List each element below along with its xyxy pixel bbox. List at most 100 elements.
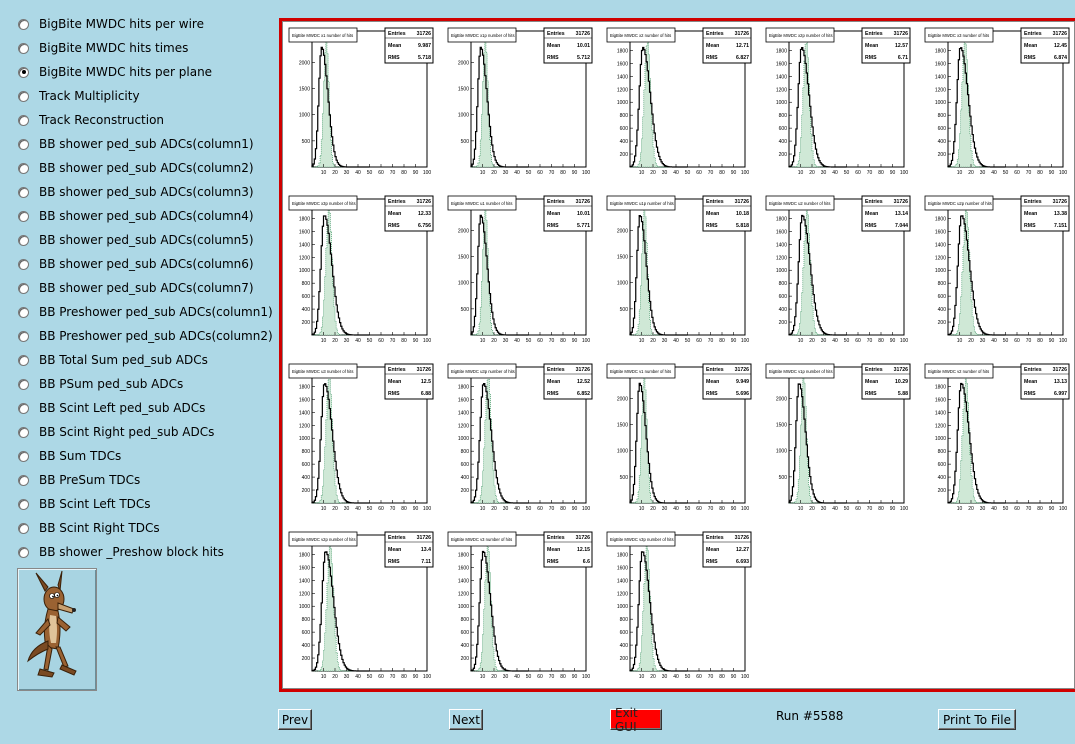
x-tick-label: 80 [1037, 170, 1043, 176]
y-tick-label: 600 [302, 462, 311, 468]
radio-option[interactable]: BB shower ped_sub ADCs(column5) [18, 229, 254, 251]
x-tick-label: 40 [991, 170, 997, 176]
stats-entries-label: Entries [547, 31, 565, 37]
x-tick-label: 20 [491, 506, 497, 512]
stats-entries-label: Entries [388, 535, 406, 541]
radio-option[interactable]: BB Sum TDCs [18, 445, 121, 467]
radio-option[interactable]: BB Scint Right ped_sub ADCs [18, 421, 214, 443]
x-tick-label: 90 [572, 506, 578, 512]
radio-unselected-icon[interactable] [18, 186, 29, 198]
stats-rms-label: RMS [706, 391, 718, 397]
radio-unselected-icon[interactable] [18, 18, 29, 30]
radio-option[interactable]: BB Scint Left ped_sub ADCs [18, 397, 205, 419]
radio-option[interactable]: BB shower _Preshow block hits [18, 541, 224, 563]
exit-gui-button[interactable]: Exit GUI [610, 706, 662, 734]
x-tick-label: 20 [809, 506, 815, 512]
x-tick-label: 70 [390, 506, 396, 512]
next-button[interactable]: Next [449, 709, 483, 730]
radio-unselected-icon[interactable] [18, 258, 29, 270]
x-tick-label: 80 [878, 506, 884, 512]
stats-mean-value: 12.15 [577, 547, 590, 553]
radio-option[interactable]: BB shower ped_sub ADCs(column1) [18, 133, 254, 155]
stats-mean-value: 12.45 [1054, 43, 1067, 49]
radio-unselected-icon[interactable] [18, 306, 29, 318]
radio-unselected-icon[interactable] [18, 234, 29, 246]
radio-option-label: BB shower ped_sub ADCs(column2) [39, 161, 254, 175]
radio-unselected-icon[interactable] [18, 138, 29, 150]
radio-option[interactable]: BB Scint Right TDCs [18, 517, 160, 539]
y-tick-label: 1400 [935, 242, 946, 248]
radio-unselected-icon[interactable] [18, 474, 29, 486]
stats-rms-value: 6.874 [1054, 55, 1067, 61]
radio-option[interactable]: Track Multiplicity [18, 85, 140, 107]
x-tick-label: 20 [332, 170, 338, 176]
y-tick-label: 1800 [935, 216, 946, 222]
radio-option[interactable]: BigBite MWDC hits per plane [18, 61, 212, 83]
x-tick-label: 40 [673, 338, 679, 344]
y-tick-label: 600 [302, 630, 311, 636]
stats-entries-value: 31726 [1053, 367, 1068, 373]
stats-rms-value: 6.852 [577, 391, 590, 397]
x-tick-label: 100 [423, 506, 432, 512]
y-tick-label: 2000 [776, 396, 787, 402]
radio-option[interactable]: BigBite MWDC hits per wire [18, 13, 204, 35]
y-tick-label: 1200 [617, 87, 628, 93]
radio-unselected-icon[interactable] [18, 90, 29, 102]
radio-selected-icon[interactable] [18, 66, 29, 78]
print-to-file-button[interactable]: Print To File [938, 709, 1016, 730]
radio-option[interactable]: BB shower ped_sub ADCs(column2) [18, 157, 254, 179]
radio-option[interactable]: BB Preshower ped_sub ADCs(column2) [18, 325, 273, 347]
stats-mean-label: Mean [547, 43, 560, 49]
radio-unselected-icon[interactable] [18, 330, 29, 342]
radio-option[interactable]: BB Scint Left TDCs [18, 493, 151, 515]
radio-option-label: BB Total Sum ped_sub ADCs [39, 353, 208, 367]
x-tick-label: 60 [537, 338, 543, 344]
radio-unselected-icon[interactable] [18, 546, 29, 558]
radio-option[interactable]: Track Reconstruction [18, 109, 164, 131]
stats-entries-value: 31726 [576, 367, 591, 373]
stats-rms-value: 5.771 [577, 223, 590, 229]
radio-unselected-icon[interactable] [18, 402, 29, 414]
x-tick-label: 90 [413, 674, 419, 680]
radio-option[interactable]: BB PreSum TDCs [18, 469, 140, 491]
stats-rms-label: RMS [388, 559, 400, 565]
histogram-title: BigBite MWDC u2 number of hits [769, 201, 830, 206]
radio-unselected-icon[interactable] [18, 522, 29, 534]
x-tick-label: 70 [1026, 338, 1032, 344]
stats-box [1020, 363, 1070, 400]
radio-unselected-icon[interactable] [18, 426, 29, 438]
radio-unselected-icon[interactable] [18, 210, 29, 222]
prev-button[interactable]: Prev [278, 709, 312, 730]
radio-unselected-icon[interactable] [18, 498, 29, 510]
radio-unselected-icon[interactable] [18, 282, 29, 294]
y-tick-label: 400 [779, 139, 788, 145]
radio-unselected-icon[interactable] [18, 162, 29, 174]
radio-option[interactable]: BB Total Sum ped_sub ADCs [18, 349, 208, 371]
radio-option[interactable]: BB shower ped_sub ADCs(column4) [18, 205, 254, 227]
x-tick-label: 40 [355, 506, 361, 512]
x-tick-label: 20 [650, 338, 656, 344]
run-number-label: Run #5588 [776, 709, 844, 723]
histogram-title: BigBite MWDC x3 number of hits [928, 33, 989, 38]
stats-rms-label: RMS [865, 223, 877, 229]
y-tick-label: 1400 [458, 578, 469, 584]
x-tick-label: 100 [741, 674, 750, 680]
radio-option-label: BB Scint Right TDCs [39, 521, 160, 535]
radio-unselected-icon[interactable] [18, 42, 29, 54]
radio-option[interactable]: BB Preshower ped_sub ADCs(column1) [18, 301, 273, 323]
radio-option[interactable]: BB PSum ped_sub ADCs [18, 373, 183, 395]
y-tick-label: 200 [302, 656, 311, 662]
radio-option[interactable]: BigBite MWDC hits times [18, 37, 188, 59]
radio-option[interactable]: BB shower ped_sub ADCs(column6) [18, 253, 254, 275]
radio-unselected-icon[interactable] [18, 378, 29, 390]
y-tick-label: 400 [302, 643, 311, 649]
radio-unselected-icon[interactable] [18, 114, 29, 126]
radio-unselected-icon[interactable] [18, 354, 29, 366]
x-tick-label: 90 [890, 338, 896, 344]
histogram-title: BigBite MWDC x2p number of hits [769, 33, 833, 38]
radio-option-label: BB Scint Left ped_sub ADCs [39, 401, 206, 415]
radio-option[interactable]: BB shower ped_sub ADCs(column3) [18, 181, 254, 203]
radio-unselected-icon[interactable] [18, 450, 29, 462]
radio-option[interactable]: BB shower ped_sub ADCs(column7) [18, 277, 254, 299]
x-tick-label: 80 [1037, 506, 1043, 512]
